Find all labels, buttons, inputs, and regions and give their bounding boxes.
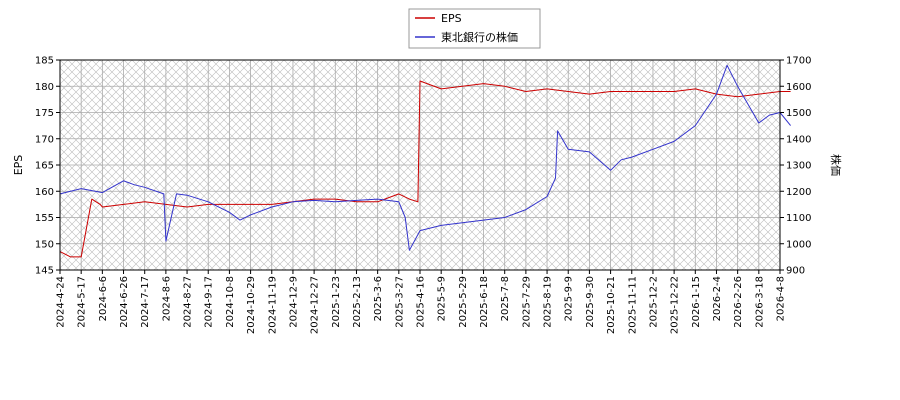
left-tick-label: 150 bbox=[35, 239, 54, 250]
x-tick-label: 2024-11-19 bbox=[267, 276, 278, 334]
x-tick-label: 2025-7-29 bbox=[521, 276, 532, 328]
x-tick-label: 2024-5-17 bbox=[77, 276, 88, 328]
x-tick-label: 2025-8-19 bbox=[543, 276, 554, 328]
right-axis-label: 株価 bbox=[829, 154, 843, 176]
right-tick-label: 1300 bbox=[786, 161, 811, 172]
x-tick-label: 2024-7-17 bbox=[140, 276, 151, 328]
x-tick-label: 2025-1-23 bbox=[331, 276, 342, 328]
x-tick-label: 2024-12-9 bbox=[288, 276, 299, 328]
legend-price-label: 東北銀行の株価 bbox=[441, 30, 518, 44]
x-tick-label: 2026-2-4 bbox=[712, 276, 723, 321]
left-tick-label: 160 bbox=[35, 187, 54, 198]
legend: EPS 東北銀行の株価 bbox=[408, 8, 541, 49]
x-tick-label: 2025-10-21 bbox=[606, 276, 617, 334]
legend-eps-label: EPS bbox=[441, 12, 462, 25]
x-tick-label: 2025-7-8 bbox=[500, 276, 511, 321]
right-tick-label: 1100 bbox=[786, 213, 811, 224]
x-tick-label: 2025-3-27 bbox=[394, 276, 405, 328]
eps-line bbox=[59, 80, 791, 258]
x-tick-label: 2026-3-18 bbox=[754, 276, 765, 328]
stock-price-line bbox=[59, 64, 791, 251]
x-tick-label: 2024-12-27 bbox=[310, 276, 321, 334]
x-tick-label: 2024-8-27 bbox=[183, 276, 194, 328]
right-axis: 900 1000 1100 1200 1300 1400 1500 1600 1700 bbox=[780, 56, 811, 277]
x-tick-label: 2025-9-9 bbox=[564, 276, 575, 321]
x-tick-label: 2025-5-9 bbox=[437, 276, 448, 321]
right-tick-label: 1500 bbox=[786, 108, 811, 119]
x-tick-label: 2025-5-29 bbox=[458, 276, 469, 328]
x-tick-label: 2024-6-26 bbox=[119, 276, 130, 328]
x-tick-label: 2025-6-18 bbox=[479, 276, 490, 328]
x-tick-label: 2024-8-6 bbox=[161, 276, 172, 321]
x-axis: 2024-4-24 2024-5-17 2024-6-6 2024-6-26 2024-… bbox=[56, 270, 787, 334]
x-tick-label: 2024-10-8 bbox=[225, 276, 236, 328]
left-tick-label: 185 bbox=[35, 56, 54, 67]
right-tick-label: 900 bbox=[786, 266, 805, 277]
right-tick-label: 1700 bbox=[786, 56, 811, 67]
x-tick-label: 2025-4-16 bbox=[416, 276, 427, 328]
x-tick-label: 2026-1-15 bbox=[691, 276, 702, 328]
x-tick-label: 2024-9-17 bbox=[204, 276, 215, 328]
left-tick-label: 165 bbox=[35, 161, 54, 172]
x-tick-label: 2026-4-8 bbox=[776, 276, 787, 321]
left-axis: 145 150 155 160 165 170 175 180 185 bbox=[35, 56, 60, 277]
x-tick-label: 2024-4-24 bbox=[56, 276, 67, 328]
x-tick-label: 2025-3-6 bbox=[373, 276, 384, 321]
right-tick-label: 1200 bbox=[786, 187, 811, 198]
right-tick-label: 1000 bbox=[786, 239, 811, 250]
x-tick-label: 2024-6-6 bbox=[98, 276, 109, 321]
left-tick-label: 170 bbox=[35, 134, 54, 145]
left-tick-label: 175 bbox=[35, 108, 54, 119]
x-tick-label: 2025-2-13 bbox=[352, 276, 363, 328]
x-tick-label: 2025-9-30 bbox=[585, 276, 596, 328]
x-tick-label: 2025-12-22 bbox=[670, 276, 681, 334]
series-layer bbox=[59, 64, 791, 258]
right-tick-label: 1400 bbox=[786, 134, 811, 145]
left-axis-label: EPS bbox=[12, 155, 25, 176]
x-tick-label: 2025-11-11 bbox=[627, 276, 638, 334]
x-tick-label: 2025-12-2 bbox=[648, 276, 659, 328]
left-tick-label: 145 bbox=[35, 266, 54, 277]
right-tick-label: 1600 bbox=[786, 82, 811, 93]
x-tick-label: 2024-10-29 bbox=[246, 276, 257, 334]
left-tick-label: 180 bbox=[35, 82, 54, 93]
legend-box bbox=[408, 8, 541, 49]
x-tick-label: 2026-2-26 bbox=[733, 276, 744, 328]
left-tick-label: 155 bbox=[35, 213, 54, 224]
